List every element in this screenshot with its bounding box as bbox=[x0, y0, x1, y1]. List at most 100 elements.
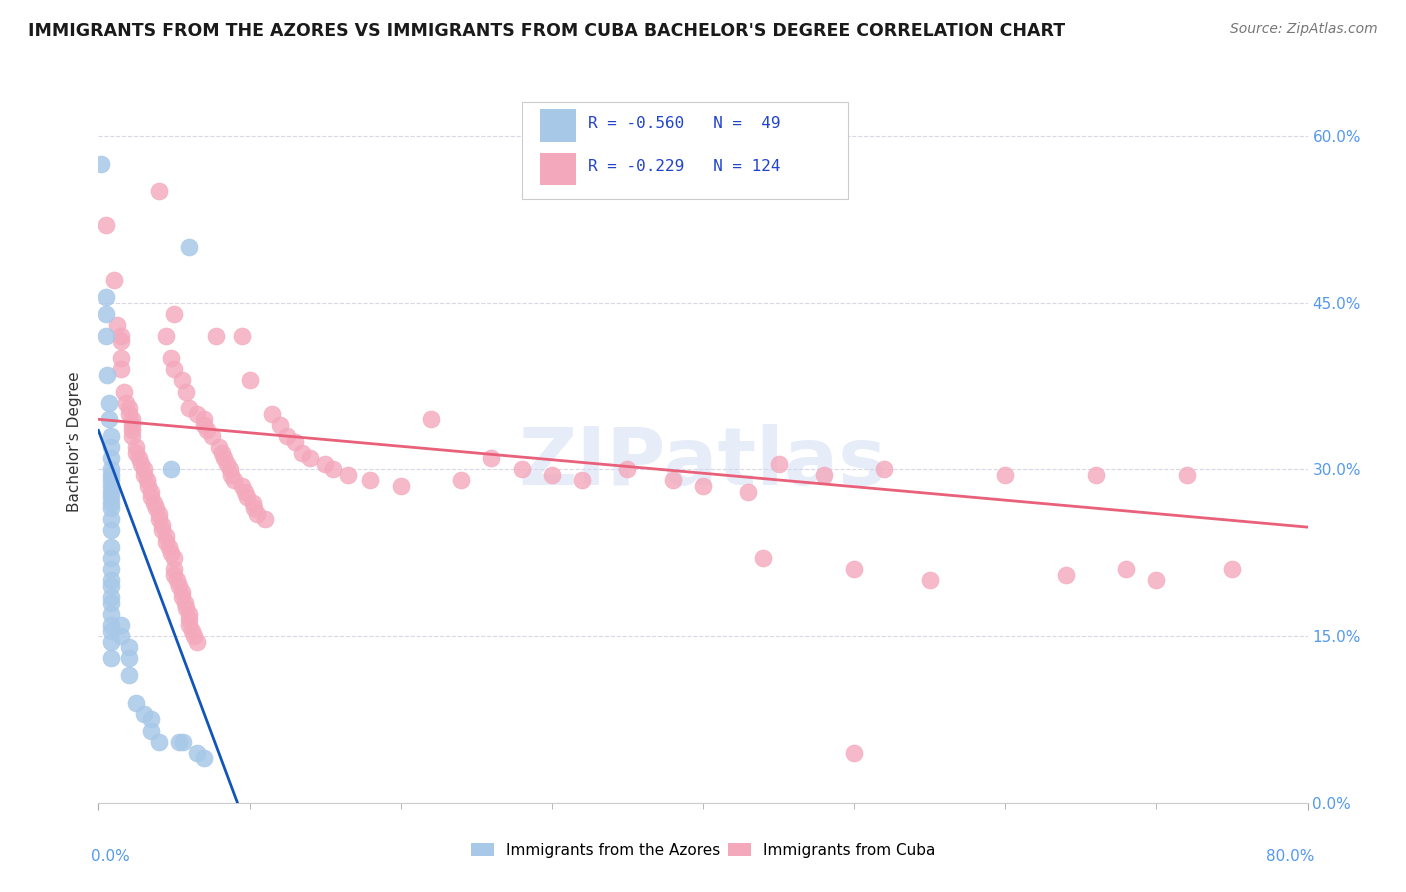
Point bbox=[181, 624, 204, 638]
Point bbox=[844, 746, 866, 760]
Point bbox=[110, 618, 132, 632]
Text: R = -0.560   N =  49: R = -0.560 N = 49 bbox=[588, 116, 780, 131]
Point bbox=[186, 407, 208, 421]
Point bbox=[201, 429, 224, 443]
Point bbox=[94, 307, 117, 321]
Point bbox=[100, 467, 122, 482]
Point bbox=[193, 751, 215, 765]
Point bbox=[205, 329, 228, 343]
Point bbox=[262, 407, 284, 421]
Point bbox=[110, 629, 132, 643]
Point bbox=[179, 401, 201, 416]
Point bbox=[155, 534, 177, 549]
Point bbox=[172, 734, 194, 748]
Point bbox=[173, 596, 195, 610]
Legend: Immigrants from the Azores, Immigrants from Cuba: Immigrants from the Azores, Immigrants f… bbox=[464, 837, 942, 863]
Point bbox=[224, 474, 246, 488]
Point bbox=[100, 551, 122, 566]
Point bbox=[100, 440, 122, 454]
Point bbox=[233, 484, 256, 499]
Point bbox=[100, 474, 122, 488]
Point bbox=[150, 524, 173, 538]
Point bbox=[481, 451, 503, 466]
Point bbox=[284, 434, 307, 449]
Point bbox=[918, 574, 941, 588]
Point bbox=[118, 668, 141, 682]
Point bbox=[170, 373, 193, 387]
Point bbox=[253, 512, 276, 526]
Point bbox=[94, 218, 117, 232]
Point bbox=[170, 584, 193, 599]
Point bbox=[420, 412, 443, 426]
Point bbox=[540, 467, 562, 482]
Point bbox=[118, 401, 141, 416]
FancyBboxPatch shape bbox=[522, 102, 848, 200]
Point bbox=[167, 734, 190, 748]
Point bbox=[100, 524, 122, 538]
Point bbox=[873, 462, 896, 476]
Point bbox=[215, 457, 238, 471]
Point bbox=[212, 451, 235, 466]
Point bbox=[110, 362, 132, 376]
Point bbox=[360, 474, 382, 488]
Point bbox=[118, 640, 141, 655]
Bar bbox=[540, 153, 576, 185]
Point bbox=[661, 474, 683, 488]
Point bbox=[118, 651, 141, 665]
Text: R = -0.229   N = 124: R = -0.229 N = 124 bbox=[588, 160, 780, 175]
Point bbox=[114, 395, 136, 409]
Point bbox=[183, 629, 205, 643]
Point bbox=[98, 412, 121, 426]
Point bbox=[167, 579, 190, 593]
Point bbox=[336, 467, 359, 482]
Point bbox=[121, 424, 143, 438]
Point bbox=[96, 368, 118, 382]
Text: Source: ZipAtlas.com: Source: ZipAtlas.com bbox=[1230, 22, 1378, 37]
Point bbox=[141, 484, 163, 499]
Point bbox=[112, 384, 135, 399]
Bar bbox=[540, 109, 576, 142]
Point bbox=[450, 474, 472, 488]
Point bbox=[141, 713, 163, 727]
Point bbox=[148, 734, 170, 748]
Point bbox=[269, 417, 291, 432]
Point bbox=[231, 329, 253, 343]
Point bbox=[141, 490, 163, 504]
Text: ZIPatlas: ZIPatlas bbox=[519, 425, 887, 502]
Point bbox=[100, 512, 122, 526]
Point bbox=[141, 723, 163, 738]
Point bbox=[110, 334, 132, 349]
Point bbox=[737, 484, 759, 499]
Point bbox=[616, 462, 638, 476]
Point bbox=[208, 440, 231, 454]
Point bbox=[163, 362, 186, 376]
Point bbox=[179, 612, 201, 626]
Point bbox=[100, 562, 122, 576]
Point bbox=[136, 479, 159, 493]
Point bbox=[143, 496, 166, 510]
Point bbox=[135, 474, 157, 488]
Point bbox=[100, 479, 122, 493]
Point bbox=[1085, 467, 1108, 482]
Point bbox=[186, 634, 208, 648]
Point bbox=[100, 574, 122, 588]
Point bbox=[160, 546, 183, 560]
Point bbox=[145, 501, 167, 516]
Point bbox=[994, 467, 1017, 482]
Point bbox=[150, 517, 173, 532]
Point bbox=[160, 351, 183, 366]
Point bbox=[100, 484, 122, 499]
Point bbox=[752, 551, 775, 566]
Point bbox=[100, 607, 122, 621]
Point bbox=[100, 429, 122, 443]
Point bbox=[844, 562, 866, 576]
Point bbox=[100, 634, 122, 648]
Point bbox=[100, 624, 122, 638]
Point bbox=[118, 407, 141, 421]
Point bbox=[132, 467, 155, 482]
Point bbox=[100, 579, 122, 593]
Point bbox=[211, 445, 233, 459]
Point bbox=[100, 462, 122, 476]
Point bbox=[1175, 467, 1198, 482]
Point bbox=[155, 329, 177, 343]
